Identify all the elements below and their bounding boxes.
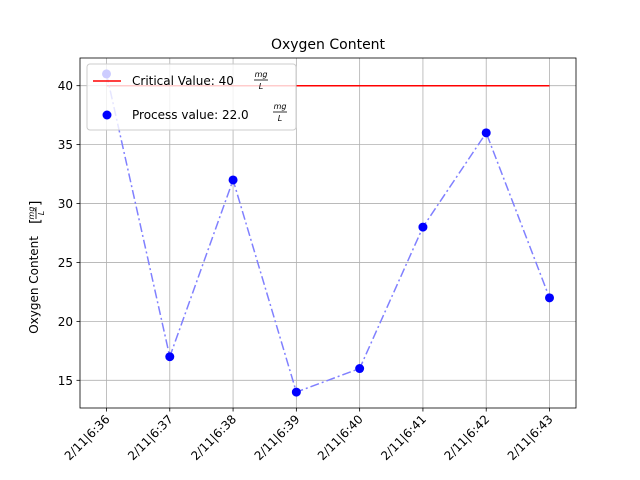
y-axis-unit-den: L	[37, 211, 46, 215]
process-value-point	[165, 352, 175, 362]
plot-frame	[79, 57, 577, 409]
svg-text:]: ]	[28, 201, 44, 206]
process-value-line	[105, 73, 551, 394]
y-tick-label: 15	[58, 374, 73, 388]
legend-critical-unit: mg L	[254, 70, 268, 91]
y-axis-label-text: Oxygen Content	[27, 236, 41, 334]
y-axis-label: Oxygen Content [ mg L ]	[27, 201, 46, 334]
legend-process-swatch	[102, 110, 112, 120]
process-value-point	[228, 175, 238, 185]
y-ticks: 15 20 25 30 35 40	[58, 79, 73, 388]
legend-critical-label: Critical Value: 40	[132, 74, 234, 88]
series-layer	[102, 69, 554, 397]
process-value-point	[355, 364, 365, 374]
svg-text:L: L	[259, 82, 263, 91]
y-tick-label: 20	[58, 315, 73, 329]
process-value-point	[545, 293, 554, 303]
legend-process-label: Process value: 22.0	[132, 108, 249, 122]
y-tick-label: 30	[58, 197, 73, 211]
legend-process-unit: mg L	[273, 102, 287, 123]
process-value-point	[481, 128, 491, 138]
y-tick-label: 35	[58, 138, 73, 152]
svg-text:L: L	[278, 114, 282, 123]
process-value-point	[291, 387, 301, 397]
y-tick-label: 40	[58, 79, 73, 93]
svg-text:mg: mg	[274, 102, 287, 111]
process-value-point	[418, 222, 428, 232]
y-tick-label: 25	[58, 256, 73, 270]
svg-text:[: [	[28, 219, 44, 224]
axes	[76, 57, 577, 412]
y-axis-unit-num: mg	[27, 207, 36, 220]
legend: Critical Value: 40 mg L Process value: 2…	[86, 63, 297, 131]
chart-title: Oxygen Content	[271, 37, 386, 53]
svg-text:mg: mg	[255, 70, 268, 79]
